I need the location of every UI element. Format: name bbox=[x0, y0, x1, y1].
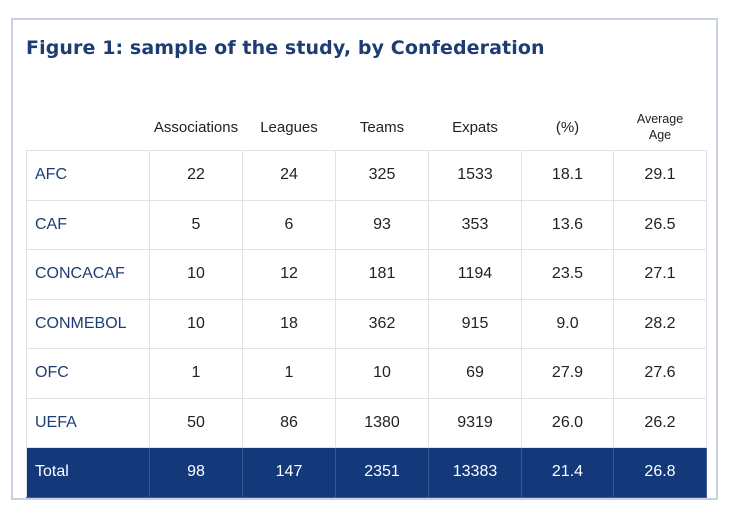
teams-cell: 1380 bbox=[335, 397, 429, 448]
percent-cell: 13.6 bbox=[521, 199, 614, 250]
expats-cell: 1194 bbox=[428, 249, 522, 300]
teams-cell: 181 bbox=[335, 249, 429, 300]
total-row: Total 98 147 2351 13383 21.4 26.8 bbox=[26, 447, 707, 498]
average-age-cell: 26.5 bbox=[613, 199, 707, 250]
confederation-name: CONMEBOL bbox=[26, 298, 150, 349]
total-associations-cell: 98 bbox=[149, 447, 243, 498]
header-average-line2: Age bbox=[648, 128, 672, 142]
teams-cell: 10 bbox=[335, 348, 429, 399]
figure-frame: Figure 1: sample of the study, by Confed… bbox=[11, 18, 718, 500]
header-average-age: Average Age bbox=[614, 104, 707, 151]
confederation-name: CONCACAF bbox=[26, 249, 150, 300]
header-average-line1: Average bbox=[636, 112, 684, 126]
expats-cell: 915 bbox=[428, 298, 522, 349]
total-teams-cell: 2351 bbox=[335, 447, 429, 498]
average-age-cell: 29.1 bbox=[613, 150, 707, 201]
total-expats-cell: 13383 bbox=[428, 447, 522, 498]
leagues-cell: 24 bbox=[242, 150, 336, 201]
average-age-cell: 27.1 bbox=[613, 249, 707, 300]
percent-cell: 18.1 bbox=[521, 150, 614, 201]
associations-cell: 1 bbox=[149, 348, 243, 399]
average-age-cell: 27.6 bbox=[613, 348, 707, 399]
teams-cell: 362 bbox=[335, 298, 429, 349]
percent-cell: 27.9 bbox=[521, 348, 614, 399]
percent-cell: 9.0 bbox=[521, 298, 614, 349]
total-average-age-cell: 26.8 bbox=[613, 447, 707, 498]
header-blank bbox=[27, 104, 150, 151]
header-expats: Expats bbox=[452, 118, 498, 136]
total-percent-cell: 21.4 bbox=[521, 447, 614, 498]
average-age-cell: 28.2 bbox=[613, 298, 707, 349]
percent-cell: 23.5 bbox=[521, 249, 614, 300]
associations-cell: 50 bbox=[149, 397, 243, 448]
confederation-name: UEFA bbox=[26, 397, 150, 448]
table-row: UEFA 50 86 1380 9319 26.0 26.2 bbox=[26, 397, 707, 448]
teams-cell: 325 bbox=[335, 150, 429, 201]
leagues-cell: 6 bbox=[242, 199, 336, 250]
table-row: OFC 1 1 10 69 27.9 27.6 bbox=[26, 348, 707, 399]
table-row: CONMEBOL 10 18 362 915 9.0 28.2 bbox=[26, 298, 707, 349]
header-teams: Teams bbox=[359, 118, 405, 136]
header-associations: Associations bbox=[153, 118, 239, 136]
leagues-cell: 18 bbox=[242, 298, 336, 349]
table-row: AFC 22 24 325 1533 18.1 29.1 bbox=[26, 150, 707, 201]
leagues-cell: 12 bbox=[242, 249, 336, 300]
table-row: CONCACAF 10 12 181 1194 23.5 27.1 bbox=[26, 249, 707, 300]
total-label: Total bbox=[26, 447, 150, 498]
expats-cell: 9319 bbox=[428, 397, 522, 448]
header-leagues: Leagues bbox=[260, 118, 318, 136]
total-leagues-cell: 147 bbox=[242, 447, 336, 498]
header-row: Associations Leagues Teams Expats (%) Av… bbox=[27, 104, 707, 151]
associations-cell: 22 bbox=[149, 150, 243, 201]
header-percent: (%) bbox=[555, 118, 580, 136]
table-row: CAF 5 6 93 353 13.6 26.5 bbox=[26, 199, 707, 250]
percent-cell: 26.0 bbox=[521, 397, 614, 448]
leagues-cell: 86 bbox=[242, 397, 336, 448]
confederation-name: CAF bbox=[26, 199, 150, 250]
average-age-cell: 26.2 bbox=[613, 397, 707, 448]
teams-cell: 93 bbox=[335, 199, 429, 250]
leagues-cell: 1 bbox=[242, 348, 336, 399]
associations-cell: 10 bbox=[149, 298, 243, 349]
figure-title: Figure 1: sample of the study, by Confed… bbox=[26, 37, 545, 59]
confederation-name: OFC bbox=[26, 348, 150, 399]
associations-cell: 5 bbox=[149, 199, 243, 250]
associations-cell: 10 bbox=[149, 249, 243, 300]
expats-cell: 1533 bbox=[428, 150, 522, 201]
expats-cell: 69 bbox=[428, 348, 522, 399]
expats-cell: 353 bbox=[428, 199, 522, 250]
confederation-name: AFC bbox=[26, 150, 150, 201]
confederation-table: Associations Leagues Teams Expats (%) Av… bbox=[26, 104, 707, 498]
